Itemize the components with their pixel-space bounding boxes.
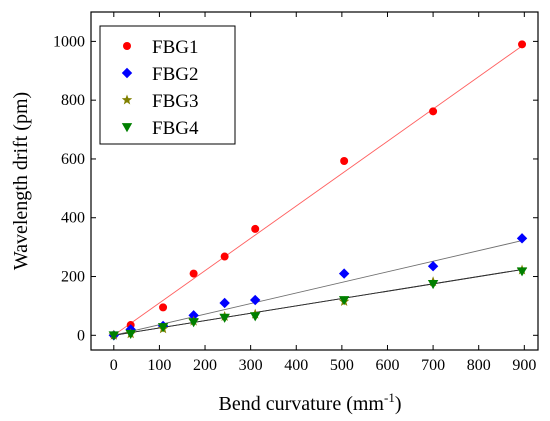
- x-tick-label: 100: [147, 357, 171, 374]
- x-tick-label: 800: [467, 357, 491, 374]
- data-point: [188, 310, 199, 321]
- legend-label-fbg4: FBG4: [152, 118, 199, 139]
- series-fbg2: [108, 233, 528, 341]
- legend-label-fbg3: FBG3: [152, 91, 198, 112]
- data-point: [516, 267, 528, 277]
- data-point: [108, 331, 120, 341]
- data-point: [340, 157, 349, 166]
- data-point: [518, 40, 527, 49]
- data-point: [189, 269, 198, 278]
- plot-frame: [90, 11, 539, 351]
- data-point: [427, 261, 439, 272]
- y-tick-label: 800: [61, 92, 85, 109]
- data-point: [427, 279, 439, 290]
- x-axis-title: Bend curvature (mm-1): [218, 390, 401, 415]
- legend-marker-fbg2: [121, 67, 133, 79]
- x-tick-label: 400: [284, 357, 308, 374]
- legend-marker-fbg1: [123, 42, 131, 50]
- legend-marker-fbg3: [121, 94, 133, 105]
- data-points: [108, 40, 528, 341]
- y-tick-label: 400: [61, 210, 85, 227]
- x-tick-label: 0: [110, 357, 118, 374]
- data-point: [220, 252, 229, 261]
- data-point: [250, 312, 261, 322]
- x-tick-label: 200: [193, 357, 217, 374]
- x-tick-label: 500: [330, 357, 354, 374]
- data-point: [338, 296, 350, 306]
- data-point: [429, 107, 438, 116]
- data-point: [188, 318, 199, 328]
- data-point: [250, 294, 261, 306]
- y-tick-label: 600: [61, 151, 85, 168]
- x-tick-label: 600: [375, 357, 399, 374]
- data-point: [159, 303, 168, 312]
- fit-line-fbg4: [113, 269, 523, 336]
- series-fbg4: [108, 267, 528, 341]
- y-axis-ticks: 0 200 400 600 800 1000: [53, 33, 538, 344]
- data-point: [219, 313, 230, 323]
- data-point: [516, 233, 528, 244]
- legend-label-fbg2: FBG2: [152, 64, 198, 85]
- fit-lines: [113, 45, 523, 336]
- data-point: [219, 297, 230, 309]
- y-axis-title: Wavelength drift (pm): [10, 92, 32, 270]
- data-point: [157, 323, 169, 333]
- data-point: [251, 224, 260, 233]
- y-tick-label: 0: [77, 327, 85, 344]
- legend: FBG1 FBG2 FBG3 FBG4: [121, 37, 199, 139]
- fit-line-fbg1: [113, 45, 523, 336]
- y-tick-label: 200: [61, 269, 85, 286]
- fit-line-fbg2: [113, 240, 523, 336]
- legend-box: [99, 25, 236, 145]
- x-tick-label: 300: [239, 357, 263, 374]
- x-tick-label: 900: [512, 357, 536, 374]
- x-tick-label: 700: [421, 357, 445, 374]
- legend-marker-fbg4: [121, 123, 133, 133]
- data-point: [125, 329, 136, 340]
- y-tick-label: 1000: [53, 33, 85, 50]
- x-axis-ticks: 0 100 200 300 400 500 600 700 800 900: [110, 12, 536, 374]
- legend-label-fbg1: FBG1: [152, 37, 198, 58]
- data-point: [338, 268, 350, 279]
